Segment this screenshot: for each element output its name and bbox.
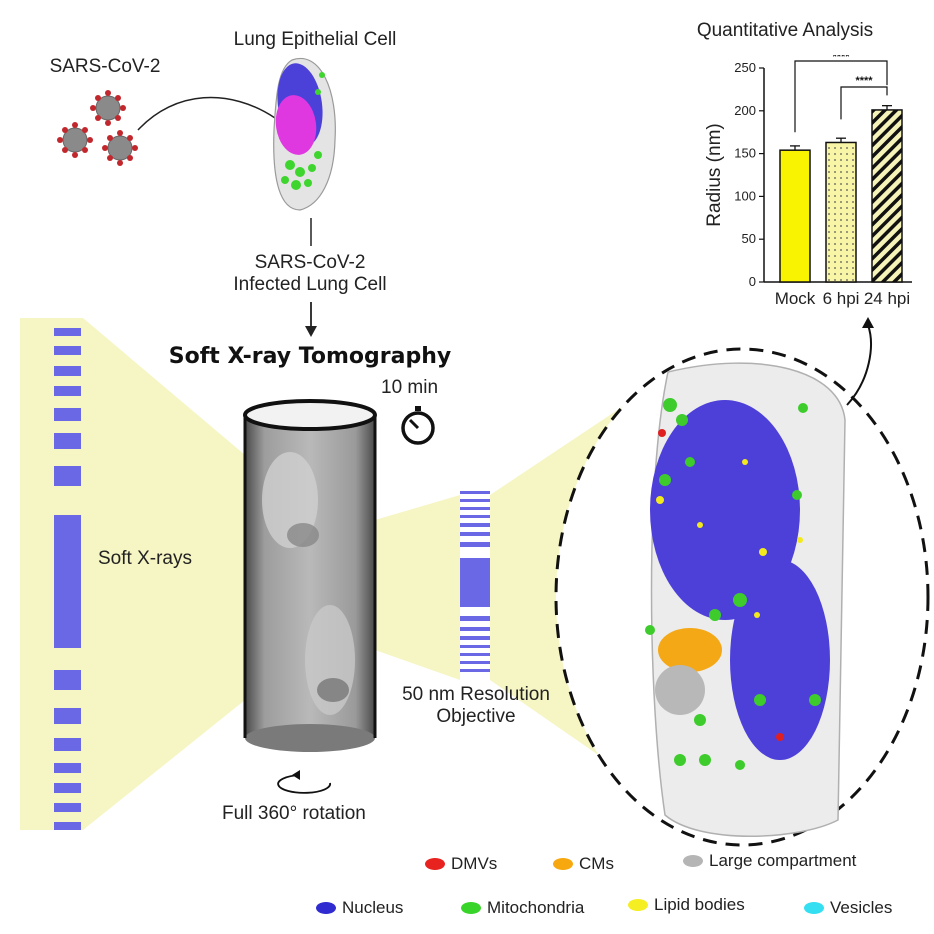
legend-item-cms: CMs: [553, 854, 614, 874]
x-tick-label: 6 hpi: [823, 289, 860, 308]
sample-cylinder: [243, 399, 377, 752]
time-label: 10 min: [381, 377, 439, 398]
rotation-icon: [277, 770, 331, 794]
legend-swatch: [628, 899, 648, 911]
infected-cell-label: SARS-CoV-2 Infected Lung Cell: [210, 252, 410, 296]
down-arrow: [305, 302, 317, 337]
y-tick-label: 100: [734, 188, 756, 203]
x-tick-label: 24 hpi: [864, 289, 910, 308]
infected-cell-line2: Infected Lung Cell: [233, 274, 387, 295]
legend-item-lipid-bodies: Lipid bodies: [628, 895, 745, 915]
legend-swatch: [316, 902, 336, 914]
legend-label: Vesicles: [830, 898, 893, 917]
enlarged-cell-view: [554, 347, 930, 847]
legend-swatch: [804, 902, 824, 914]
legend-swatch: [553, 858, 573, 870]
legend-swatch: [461, 902, 481, 914]
legend-item-vesicles: Vesicles: [804, 898, 892, 918]
significance-label: ****: [855, 75, 873, 87]
bar-2: [825, 141, 857, 283]
significance-bracket: [840, 86, 888, 120]
xray-beam-mid: [375, 495, 460, 680]
y-tick-label: 150: [734, 146, 756, 161]
infected-cell-line1: SARS-CoV-2: [254, 252, 366, 273]
lung-cell-image: [273, 57, 336, 211]
legend-label: Nucleus: [342, 898, 404, 917]
objective-strip: [460, 491, 490, 672]
legend-item-nucleus: Nucleus: [316, 898, 403, 918]
rotation-label: Full 360° rotation: [222, 803, 366, 824]
legend-swatch: [425, 858, 445, 870]
y-tick-label: 50: [742, 231, 756, 246]
objective-line2: Objective: [436, 706, 516, 727]
chart-arrow: [846, 317, 874, 406]
soft-xrays-label: Soft X-rays: [98, 548, 192, 569]
legend-item-mitochondria: Mitochondria: [461, 898, 584, 918]
significance-bracket: [794, 60, 888, 133]
xray-beam-left: [20, 318, 245, 830]
legend-label: Lipid bodies: [654, 895, 745, 914]
timer-icon: [401, 406, 435, 445]
objective-line1: 50 nm Resolution: [402, 684, 550, 705]
tomography-title: Soft X-ray Tomography: [168, 344, 452, 369]
radius-bar-chart: 0 50 100 150 200 250 Radius (nm) Mock 6 hpi 24 hp…: [704, 55, 912, 308]
bar-1: [779, 149, 811, 283]
legend-swatch: [683, 855, 703, 867]
xray-source-strip: [54, 328, 81, 830]
lung-cell-label: Lung Epithelial Cell: [233, 29, 397, 50]
legend-label: DMVs: [451, 854, 498, 873]
legend-label: Large compartment: [709, 851, 857, 870]
legend-label: CMs: [579, 854, 614, 873]
y-tick-label: 0: [749, 274, 756, 289]
objective-label: 50 nm Resolution Objective: [376, 684, 576, 728]
x-tick-label: Mock: [775, 289, 816, 308]
legend-item-large-compartment: Large compartment: [683, 851, 856, 871]
chart-title: Quantitative Analysis: [696, 20, 874, 41]
legend-label: Mitochondria: [487, 898, 585, 917]
y-tick-label: 250: [734, 60, 756, 75]
significance-label: ****: [832, 55, 850, 63]
infection-curve: [137, 96, 276, 131]
y-tick-label: 200: [734, 103, 756, 118]
y-axis-label: Radius (nm): [704, 123, 725, 226]
virus-label: SARS-CoV-2: [49, 56, 161, 77]
legend-item-dmvs: DMVs: [425, 854, 497, 874]
bar-3: [871, 109, 903, 283]
virus-icon: [57, 90, 138, 166]
